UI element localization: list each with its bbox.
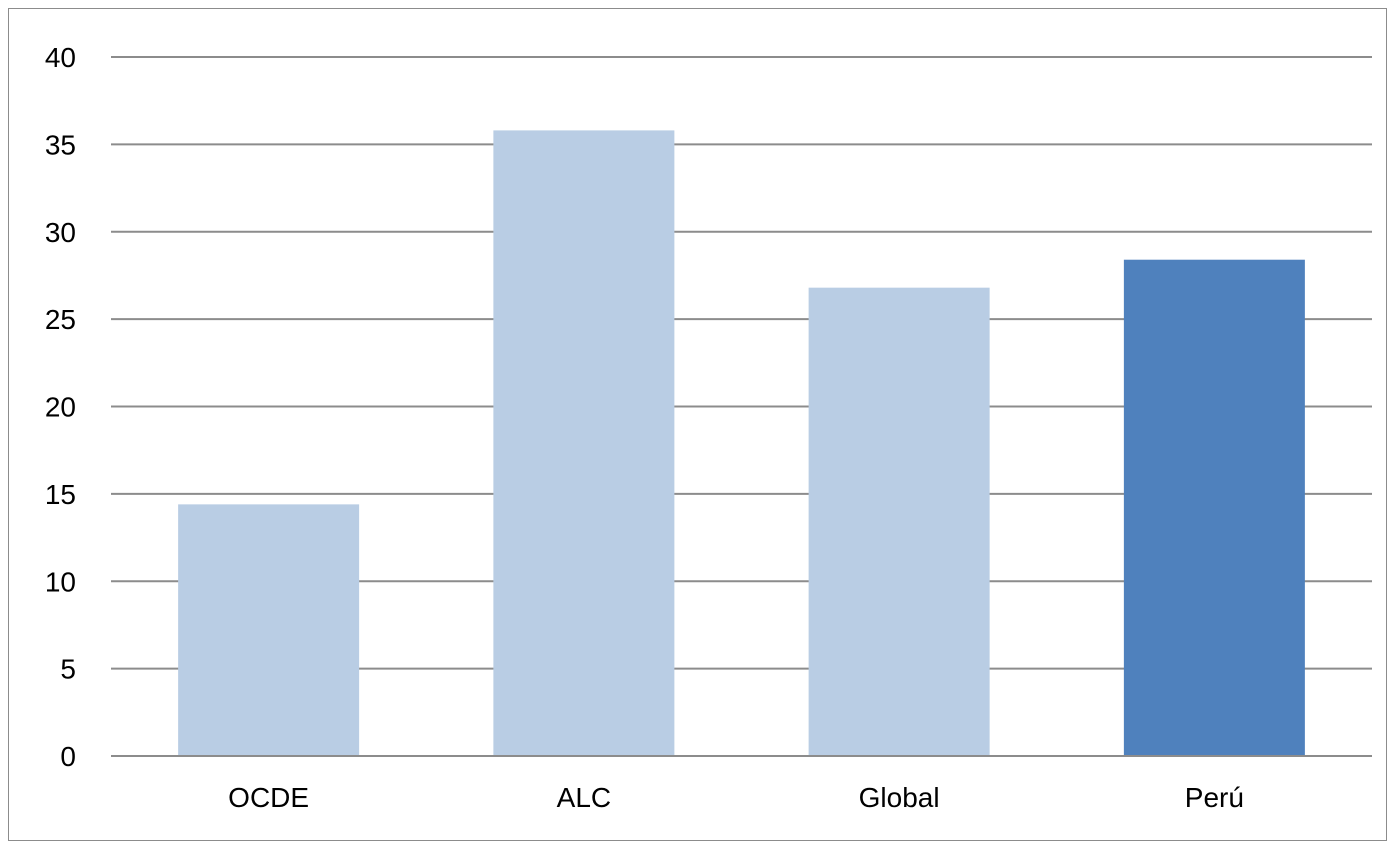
y-tick-label-20: 20	[45, 392, 76, 423]
x-tick-label-ocde: OCDE	[228, 782, 309, 813]
y-tick-label-5: 5	[60, 654, 76, 685]
bar-ocde	[178, 504, 360, 756]
y-tick-label-10: 10	[45, 566, 76, 597]
bar-perú	[1123, 259, 1305, 756]
bar-global	[808, 287, 990, 756]
y-tick-label-25: 25	[45, 304, 76, 335]
chart-frame: 0 5 10 15 20 25 30 35 40 OCDE ALC Global Perú	[8, 8, 1387, 841]
y-tick-label-0: 0	[60, 741, 76, 772]
y-tick-label-35: 35	[45, 129, 76, 160]
x-axis-tick-labels: OCDE ALC Global Perú	[228, 782, 1244, 813]
bar-alc	[493, 130, 675, 756]
bars	[178, 130, 1305, 756]
y-axis-tick-labels: 0 5 10 15 20 25 30 35 40	[45, 42, 76, 772]
x-tick-label-alc: ALC	[557, 782, 611, 813]
y-tick-label-30: 30	[45, 217, 76, 248]
x-tick-label-perú: Perú	[1185, 782, 1244, 813]
bar-chart: 0 5 10 15 20 25 30 35 40 OCDE ALC Global Perú	[45, 42, 1372, 813]
y-tick-label-40: 40	[45, 42, 76, 73]
x-tick-label-global: Global	[859, 782, 940, 813]
y-tick-label-15: 15	[45, 479, 76, 510]
